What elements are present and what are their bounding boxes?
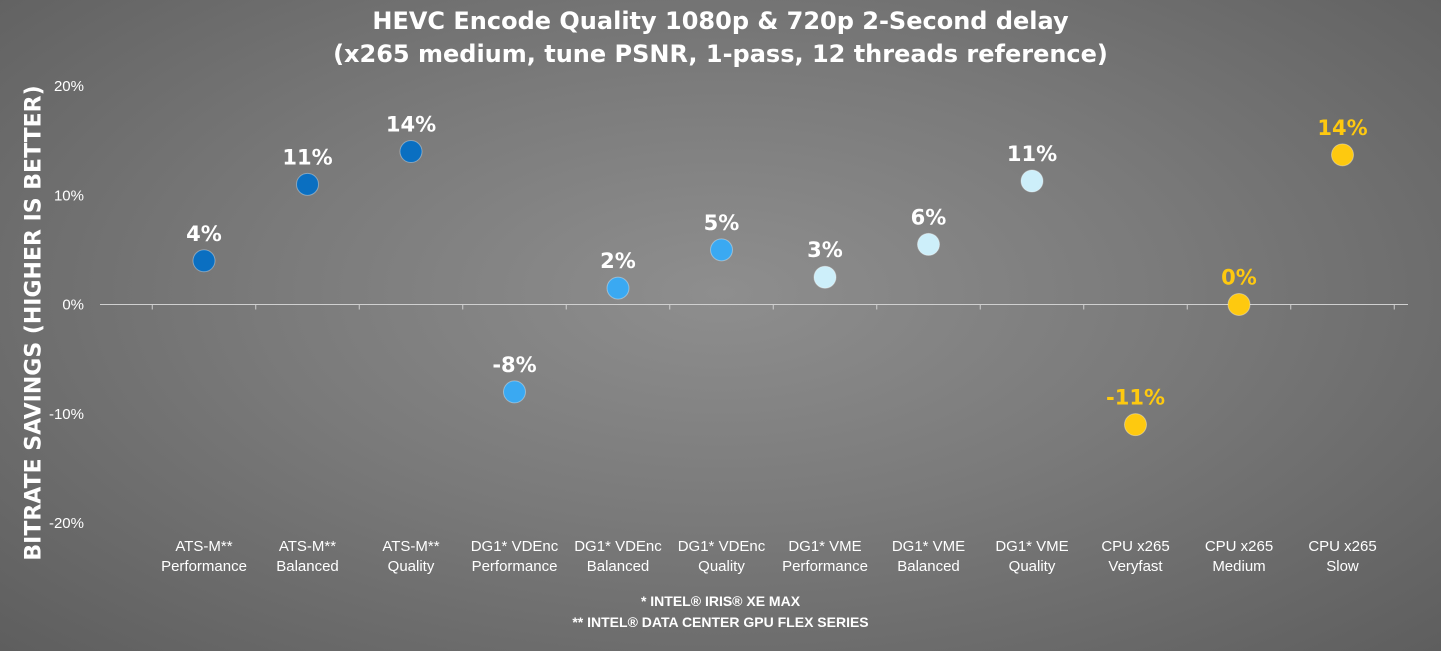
x-tick-label: ATS-M** <box>382 538 439 555</box>
x-tick-label: DG1* VDEnc <box>678 538 766 555</box>
x-tick-label: Medium <box>1212 558 1265 575</box>
data-point <box>1124 413 1147 437</box>
x-tick-label: Balanced <box>897 558 960 575</box>
data-label: 14% <box>386 113 436 137</box>
y-tick-label: -10% <box>49 406 84 423</box>
x-tick-label: Performance <box>161 558 247 575</box>
data-point <box>813 265 837 289</box>
x-tick-label: CPU x265 <box>1308 538 1376 555</box>
y-tick-label: 20% <box>54 78 84 95</box>
x-tick-label: Slow <box>1326 558 1359 575</box>
x-tick-label: Quality <box>388 558 435 575</box>
data-label: -11% <box>1106 386 1165 410</box>
x-tick-label: Balanced <box>276 558 339 575</box>
data-point <box>1227 293 1251 316</box>
data-point <box>399 140 423 164</box>
x-tick-label: DG1* VME <box>892 538 965 555</box>
x-tick-label: DG1* VDEnc <box>471 538 559 555</box>
data-label: 14% <box>1317 116 1367 140</box>
x-tick-label: ATS-M** <box>175 538 232 555</box>
data-label: 3% <box>807 238 843 262</box>
x-tick-label: CPU x265 <box>1205 538 1273 555</box>
y-tick-label: 10% <box>54 187 84 204</box>
footnote-flex-series: ** INTEL® DATA CENTER GPU FLEX SERIES <box>572 614 869 630</box>
x-tick-label: Performance <box>472 558 558 575</box>
data-point <box>606 276 630 300</box>
x-tick-label: Performance <box>782 558 868 575</box>
data-point <box>192 249 216 273</box>
data-point <box>1020 169 1044 193</box>
data-point <box>503 380 526 404</box>
data-label: 2% <box>600 249 636 273</box>
x-tick-label: Balanced <box>587 558 650 575</box>
chart-subtitle: (x265 medium, tune PSNR, 1-pass, 12 thre… <box>333 40 1108 68</box>
footnote-iris-xe-max: * INTEL® IRIS® XE MAX <box>640 593 801 609</box>
x-tick-label: DG1* VME <box>995 538 1068 555</box>
y-tick-label: 0% <box>62 297 84 314</box>
x-tick-label: Veryfast <box>1108 558 1163 575</box>
data-point <box>917 232 940 256</box>
chart-title: HEVC Encode Quality 1080p & 720p 2-Secon… <box>372 7 1069 35</box>
x-tick-label: DG1* VDEnc <box>574 538 662 555</box>
data-point <box>1331 143 1354 167</box>
x-tick-label: Quality <box>1009 558 1056 575</box>
x-tick-label: ATS-M** <box>279 538 336 555</box>
x-tick-label: CPU x265 <box>1101 538 1169 555</box>
data-point <box>710 238 733 262</box>
x-tick-label: Quality <box>698 558 745 575</box>
data-label: 4% <box>186 222 222 246</box>
data-label: 0% <box>1221 266 1257 290</box>
data-label: 6% <box>911 205 947 229</box>
data-label: 11% <box>282 145 332 169</box>
data-point <box>296 172 319 196</box>
x-tick-label: DG1* VME <box>788 538 861 555</box>
y-tick-label: -20% <box>49 515 84 532</box>
data-label: 11% <box>1007 142 1057 166</box>
data-label: -8% <box>492 353 536 377</box>
data-label: 5% <box>704 211 740 235</box>
